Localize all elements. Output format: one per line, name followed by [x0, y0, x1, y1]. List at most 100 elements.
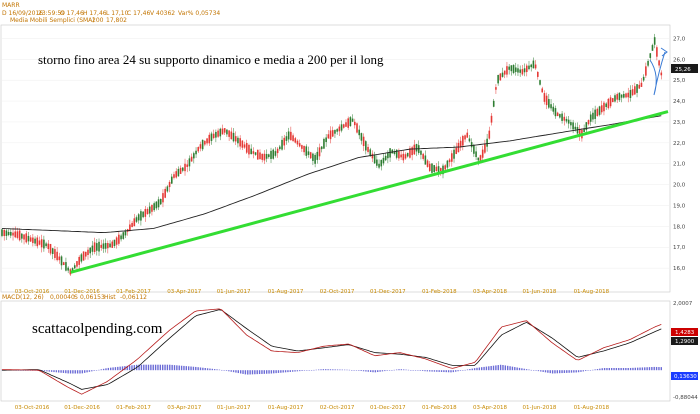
- candle-body: [459, 140, 462, 148]
- histogram-bar: [511, 366, 514, 371]
- candle-body: [93, 242, 96, 252]
- histogram-bar: [320, 369, 322, 371]
- histogram-bar: [516, 367, 518, 371]
- macd-x-tick: 01-Dec-2017: [370, 405, 406, 411]
- candle-body: [532, 60, 535, 69]
- candle-body: [479, 155, 482, 164]
- histogram-bar: [218, 369, 221, 371]
- candle-body: [603, 102, 605, 112]
- histogram-bar: [488, 366, 490, 371]
- readout-high: H 17,46: [83, 10, 107, 17]
- price-y-tick: 25,0: [673, 78, 686, 84]
- candle-body: [327, 134, 330, 139]
- candle-body: [342, 124, 345, 128]
- candle-body: [137, 214, 140, 221]
- price-y-tick: 20,0: [673, 183, 686, 189]
- histogram-bar: [336, 369, 339, 371]
- histogram-bar: [584, 370, 587, 372]
- signal-value: 0,06153: [80, 294, 105, 301]
- candle-body: [380, 159, 383, 167]
- histogram-bar: [629, 367, 632, 371]
- candle-body: [73, 265, 76, 269]
- candle-body: [144, 209, 147, 217]
- candle-body: [592, 112, 594, 120]
- brand-watermark: scattacolpending.com: [32, 321, 163, 337]
- histogram-bar: [568, 370, 570, 373]
- histogram-bar: [554, 370, 556, 374]
- histogram-bar: [499, 364, 502, 371]
- histogram-bar: [195, 366, 197, 371]
- candle-body: [120, 235, 122, 240]
- candle-body: [554, 108, 557, 117]
- candle-body: [645, 66, 647, 76]
- candle-body: [287, 131, 290, 140]
- candle-body: [54, 249, 56, 258]
- macd-y-tick: 2,0007: [673, 301, 693, 307]
- candle-body: [303, 145, 305, 153]
- candle-body: [298, 143, 301, 147]
- candle-body: [389, 148, 391, 158]
- histogram-bar: [455, 370, 457, 372]
- histogram-bar: [339, 369, 341, 371]
- histogram-bar: [445, 370, 447, 373]
- histogram-bar: [221, 369, 223, 371]
- histogram-bar: [53, 370, 55, 373]
- macd-y-axis: 2,0007 -0,88044: [673, 301, 698, 401]
- histogram-bar: [294, 370, 296, 372]
- price-x-tick: 03-Apr-2018: [473, 289, 508, 295]
- histogram-bar: [211, 368, 214, 371]
- histogram-bar: [1, 369, 3, 371]
- hist-tag-text: 0,13630: [674, 374, 697, 380]
- candle-body: [627, 92, 630, 98]
- forecast-arrow-icon: [649, 51, 666, 96]
- signal-tag-text: 1,2900: [675, 339, 695, 345]
- histogram-bar: [159, 364, 162, 371]
- candle-body: [323, 138, 325, 149]
- histogram-bar: [107, 367, 110, 371]
- candle-body: [153, 203, 155, 211]
- histogram-bar: [530, 369, 533, 371]
- histogram-bar: [407, 369, 410, 371]
- histogram-bar: [76, 370, 79, 374]
- histogram-bar: [244, 370, 247, 375]
- candle-body: [362, 136, 365, 147]
- histogram-bar: [412, 370, 414, 371]
- histogram-bar: [22, 370, 24, 371]
- candle-body: [521, 69, 524, 75]
- histogram-bar: [239, 370, 242, 374]
- candle-body: [656, 47, 658, 57]
- histogram-bar: [440, 370, 443, 372]
- histogram-bar: [275, 370, 277, 374]
- histogram-bar: [388, 370, 391, 371]
- macd-x-tick: 01-Jun-2018: [522, 405, 556, 411]
- candle-body: [58, 256, 61, 261]
- candle-body: [25, 233, 28, 243]
- candle-body: [598, 106, 601, 115]
- histogram-bar: [98, 369, 100, 371]
- candle-body: [250, 148, 252, 155]
- candle-body: [336, 129, 338, 132]
- histogram-bar: [549, 370, 551, 374]
- histogram-bar: [582, 370, 585, 372]
- candle-body: [190, 156, 193, 162]
- histogram-bar: [346, 369, 348, 371]
- candle-body: [475, 151, 477, 158]
- candle-body: [365, 141, 367, 151]
- price-y-tick: 26,0: [673, 57, 686, 63]
- candle-body: [314, 154, 316, 164]
- histogram-bar: [381, 370, 384, 372]
- histogram-bar: [362, 370, 365, 372]
- histogram-bar: [81, 370, 84, 374]
- candle-body: [563, 116, 566, 121]
- candle-body: [611, 98, 614, 103]
- candle-body: [409, 148, 411, 158]
- histogram-bar: [228, 370, 230, 372]
- sma-value: 17,802: [106, 17, 127, 24]
- histogram-bar: [20, 370, 22, 371]
- candle-body: [294, 138, 297, 143]
- candle-body: [431, 163, 433, 173]
- candle-body: [320, 146, 323, 150]
- price-y-tick: 19,0: [673, 203, 686, 209]
- candle-body: [393, 151, 396, 155]
- histogram-bar: [65, 370, 67, 374]
